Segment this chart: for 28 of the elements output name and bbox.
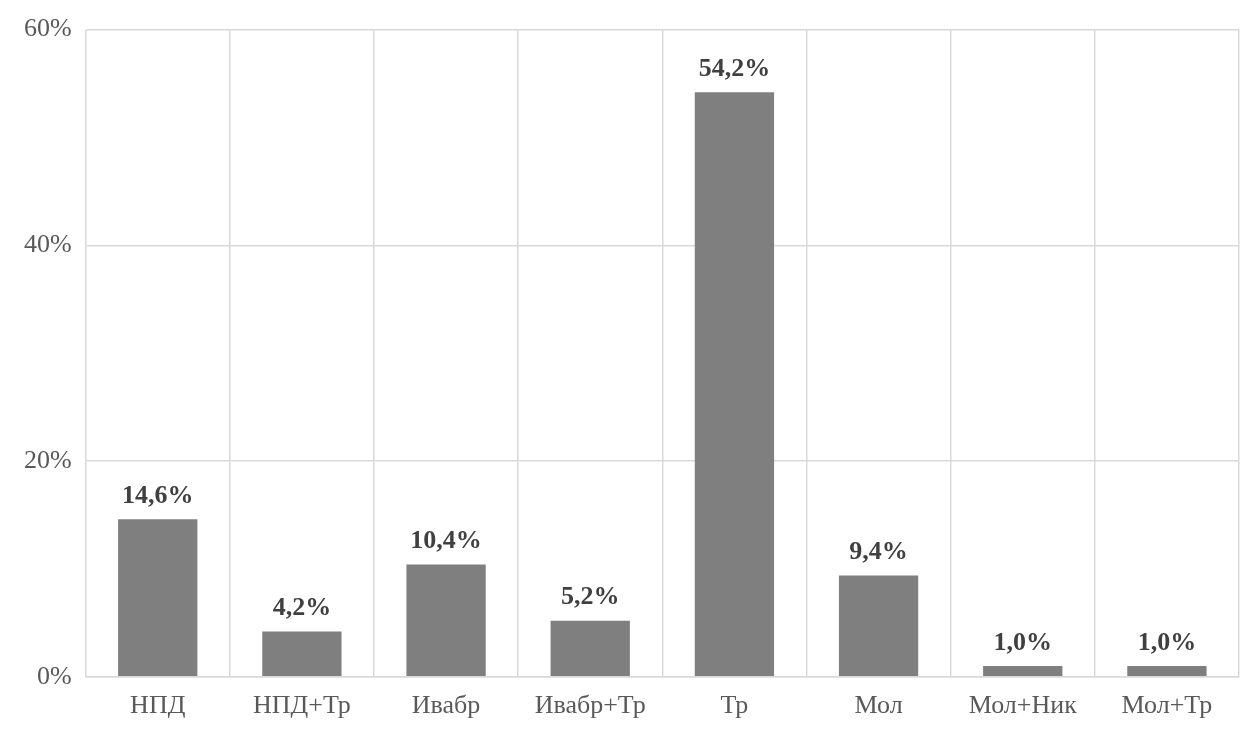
y-tick-label: 20% bbox=[23, 444, 72, 474]
data-label: 9,4% bbox=[849, 536, 908, 566]
y-tick-label: 0% bbox=[36, 660, 72, 690]
data-label: 10,4% bbox=[410, 525, 482, 555]
data-label: 5,2% bbox=[561, 581, 620, 611]
x-tick-label: НПД+Тр bbox=[252, 690, 351, 720]
data-label: 14,6% bbox=[121, 480, 194, 510]
x-tick-label: НПД bbox=[130, 690, 186, 720]
data-label: 54,2% bbox=[698, 52, 771, 82]
bar bbox=[550, 620, 630, 677]
x-tick-label: Ивабр+Тр bbox=[534, 690, 646, 720]
x-tick-label: Мол+Ник bbox=[968, 690, 1078, 720]
x-tick-label: Мол bbox=[854, 690, 903, 720]
bar bbox=[118, 519, 198, 677]
bar bbox=[406, 564, 486, 677]
y-tick-label: 40% bbox=[23, 229, 72, 259]
bar bbox=[838, 575, 919, 677]
y-tick-label: 60% bbox=[23, 13, 72, 43]
bar bbox=[1127, 666, 1207, 677]
x-tick-label: Тр bbox=[720, 690, 749, 720]
x-tick-label: Мол+Тр bbox=[1121, 690, 1213, 720]
bar bbox=[694, 92, 775, 677]
bar bbox=[983, 666, 1063, 677]
data-label: 1,0% bbox=[1137, 626, 1197, 656]
bar bbox=[262, 631, 342, 677]
data-label: 1,0% bbox=[993, 626, 1052, 656]
x-tick-label: Ивабр bbox=[411, 690, 481, 720]
data-label: 4,2% bbox=[272, 592, 332, 622]
